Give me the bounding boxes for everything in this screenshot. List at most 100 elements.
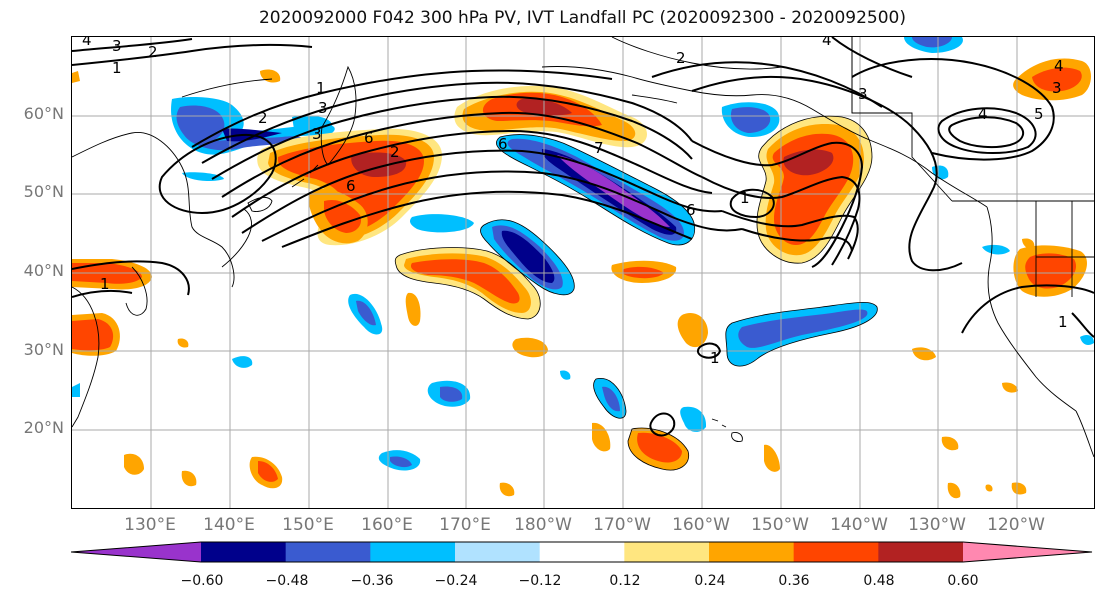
graticule [72,37,1094,508]
lat-label-30n: 30°N [23,340,64,359]
neg-anomaly-blob-12 [72,383,80,397]
contour-east-china [72,289,133,298]
colorbar-tick: 0.24 [694,573,726,589]
contour-2 [201,81,693,164]
contour-7 [261,170,743,242]
colorbar-segment [709,542,795,562]
colorbar [71,541,1093,563]
contour-gulf-4 [741,228,853,252]
outline-central-trough [496,134,696,246]
map-panel: 3 1 4 2 1 2 3 3 6 2 6 6 2 7 1 6 1 3 4 4 … [71,36,1095,509]
contour-label: 3 [312,125,322,143]
pos-anomaly-blob-s4-red [637,432,682,463]
pos-anomaly-blob-s1 [677,313,708,348]
contour-6 [241,149,723,234]
pos-anomaly-blob-s17 [72,71,80,83]
coast-sea-okhotsk [181,78,273,98]
contour-160w-30n [696,342,722,359]
outline-dateline-blob [480,219,575,296]
contour-8 [281,190,693,248]
contour-label: 4 [1054,57,1064,75]
pos-anomaly-blob-s12 [985,484,993,492]
contour-label: 6 [364,129,374,147]
lon-label-150e: 150°E [282,515,334,535]
neg-anomaly-dateline-blob-core [501,230,555,283]
contour-label: 1 [112,59,122,77]
lon-label-170e: 170°E [439,515,491,535]
colorbar-tick: −0.60 [180,573,224,589]
map-canvas: 3 1 4 2 1 2 3 3 6 2 6 6 2 7 1 6 1 3 4 4 … [72,37,1094,508]
pos-anomaly-asia-south-red [72,319,114,351]
neg-anomaly-blob-6-core [390,456,412,468]
neg-anomaly-ne-corner-core [912,37,952,48]
border-box-ne [851,37,953,202]
contour-label: 1 [710,349,720,367]
colorbar-segments [71,541,1093,563]
pos-anomaly-us-west-red [1025,253,1077,289]
pos-anomaly-blob-s15 [177,338,189,348]
neg-anomaly-blob-11 [932,165,949,180]
neg-anomaly-blob-3-core [440,386,463,402]
pos-anomaly-blob-s16 [260,69,281,83]
outline-midlat-band [394,247,541,320]
neg-anomaly-blob-8 [982,244,1010,255]
pos-anomaly-bc-coast-red [1032,67,1082,92]
lon-label-150w: 150°W [751,515,809,535]
lon-label-130w: 130°W [908,515,966,535]
contour-label: 6 [686,201,696,219]
neg-anomaly-blob-2 [409,214,474,233]
coast-korea [125,266,148,316]
colorbar-extend-min [71,542,201,562]
colorbar-segment [285,542,371,562]
contour-gulf-3 [721,210,859,260]
border-us-states [1035,201,1094,297]
lat-label-60n: 60°N [23,104,64,123]
contour-north-west [191,69,613,148]
pos-anomaly-blob-s13 [912,347,936,361]
coast-aleutians [631,94,678,104]
contour-3 [211,95,693,180]
neg-anomaly-hawaii [684,412,697,431]
lat-label-20n: 20°N [23,418,64,437]
colorbar-tick: −0.24 [434,573,478,589]
pv-shading [72,37,1094,499]
coast-hawaii-big [731,432,743,442]
contour-ridge-east [691,75,963,272]
contour-label: 4 [82,37,92,49]
contour-ridge-east-2 [651,61,883,108]
colorbar-segment [793,542,879,562]
pos-anomaly-blob-s6-red [258,461,278,482]
pos-anomaly-blob-w [405,292,421,326]
colorbar-extend-max [963,542,1093,562]
lon-label-160w: 160°W [672,515,730,535]
lon-label-170w: 170°W [593,515,651,535]
lat-label-50n: 50°N [23,182,64,201]
lon-label-140e: 140°E [203,515,255,535]
colorbar-tick: −0.48 [265,573,309,589]
pos-anomaly-blob-s14 [1002,382,1018,393]
pos-anomaly-blob-s10 [947,482,961,499]
contour-label: 3 [318,99,328,117]
contour-label: 7 [594,139,604,157]
pos-anomaly-blob-s11 [1011,482,1027,495]
pos-anomaly-blob-s9 [499,482,515,497]
contour-label: 2 [390,143,400,161]
coast-asia [72,132,235,288]
lon-label-120w: 120°W [987,515,1045,535]
coast-mexico [1075,410,1094,458]
coastlines [72,37,1094,458]
coast-us-west [986,206,1077,412]
lon-label-140w: 140°W [830,515,888,535]
neg-anomaly-subtropical-east-core [738,309,868,348]
contour-label: 3 [858,85,868,103]
colorbar-segment [370,542,456,562]
pos-anomaly-mid-east [941,436,959,451]
neg-anomaly-blob-4-core [602,386,620,412]
coast-alaska [541,66,873,142]
colorbar-segment [878,542,964,562]
colorbar-tick: 0.48 [863,573,895,589]
lon-label-130e: 130°E [124,515,176,535]
colorbar-tick: −0.12 [518,573,562,589]
neg-anomaly-blob-10 [232,356,253,368]
contour-label: 4 [822,37,832,49]
